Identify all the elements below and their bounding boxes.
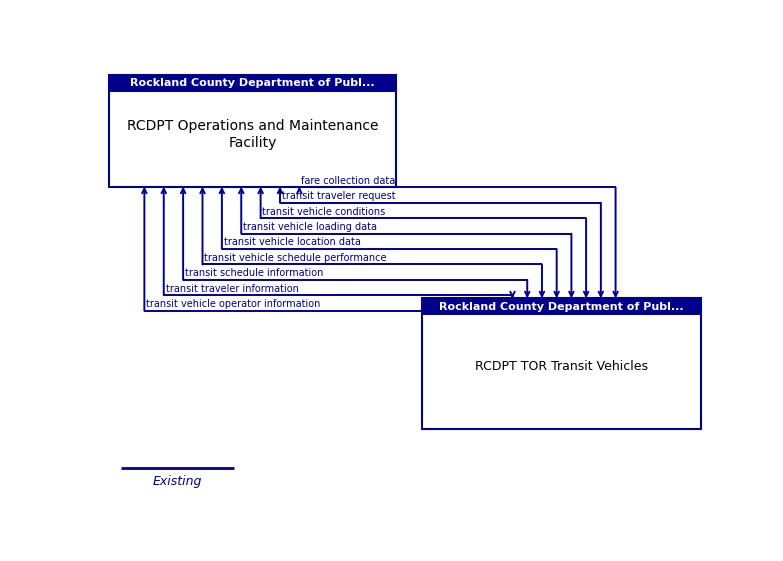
Bar [422,298,701,315]
Text: RCDPT TOR Transit Vehicles: RCDPT TOR Transit Vehicles [474,360,648,373]
Text: RCDPT Operations and Maintenance
Facility: RCDPT Operations and Maintenance Facilit… [127,119,378,150]
Text: transit traveler request: transit traveler request [282,191,395,201]
Text: Existing: Existing [153,476,202,489]
Text: transit schedule information: transit schedule information [185,268,323,278]
Bar [109,75,396,92]
Bar [109,75,396,187]
Text: Rockland County Department of Publ...: Rockland County Department of Publ... [439,302,684,312]
Bar [422,298,701,429]
Text: transit vehicle operator information: transit vehicle operator information [146,299,320,309]
Text: transit traveler information: transit traveler information [165,283,298,293]
Text: Rockland County Department of Publ...: Rockland County Department of Publ... [130,79,375,89]
Text: fare collection data: fare collection data [301,176,395,186]
Text: transit vehicle location data: transit vehicle location data [224,237,360,247]
Text: transit vehicle loading data: transit vehicle loading data [243,222,377,232]
Text: transit vehicle conditions: transit vehicle conditions [262,206,386,217]
Text: transit vehicle schedule performance: transit vehicle schedule performance [204,252,387,263]
